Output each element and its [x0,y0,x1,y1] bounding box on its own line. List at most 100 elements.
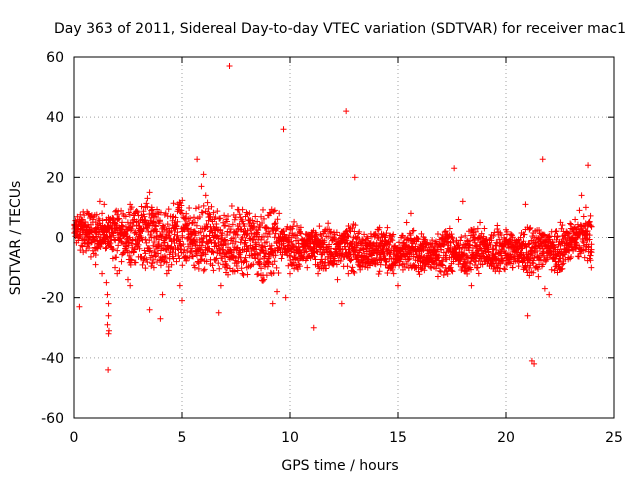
band-point [129,223,136,230]
data-point [122,243,129,250]
band-point [181,246,188,253]
data-point [287,270,293,277]
band-point [110,232,117,239]
band-point [448,267,455,274]
data-point [125,276,131,283]
band-point [488,237,495,244]
data-point [135,225,142,232]
band-point [175,252,182,259]
band-point [274,225,281,232]
band-point [534,253,541,260]
data-point [92,261,99,268]
band-point [479,261,486,268]
data-point [170,213,177,220]
data-point [325,243,332,250]
band-point [149,260,156,267]
data-point [148,204,155,211]
band-point [483,236,490,243]
band-point [205,217,212,224]
band-point [225,213,232,220]
band-point [259,220,266,226]
band-point [217,250,224,257]
band-point [464,259,471,266]
band-point [573,241,580,248]
data-point [588,264,595,271]
data-point [105,225,112,232]
data-point [157,315,164,322]
data-point [274,288,281,295]
data-point [209,216,216,223]
data-point [252,243,259,250]
data-point [153,228,160,235]
band-point [541,232,548,239]
data-point [485,246,492,253]
band-point [240,271,247,278]
band-point [498,231,505,238]
band-point [292,256,299,263]
data-point [490,255,497,262]
band-point [260,206,266,213]
band-point [180,241,187,248]
band-point [127,227,134,234]
band-point [159,222,166,229]
band-point [287,252,294,259]
band-point [472,228,479,235]
y-tick-label: 40 [46,110,64,126]
band-point [415,236,422,243]
band-point [496,268,503,275]
data-point [265,255,272,262]
band-point [449,235,456,242]
band-point [448,231,455,238]
band-point [433,238,440,245]
data-point [369,252,376,259]
band-point [567,220,574,227]
band-point [142,265,149,272]
band-point [177,246,184,253]
band-point [244,271,251,278]
band-point [526,265,533,272]
band-point [316,223,323,230]
band-point [114,211,121,218]
band-point [501,265,508,272]
data-point [481,225,488,232]
x-tick-label: 10 [281,430,299,446]
data-point [494,222,501,229]
band-point [144,259,151,266]
band-point [148,263,155,270]
data-point [291,249,298,256]
data-point [202,192,209,199]
band-point [553,228,560,235]
band-point [507,238,514,245]
band-point [139,237,146,244]
band-point [522,263,529,270]
band-point [462,232,469,239]
band-point [548,266,555,273]
x-tick-label: 0 [70,430,79,446]
band-point [257,224,264,231]
band-point [127,256,134,263]
band-point [200,235,207,242]
data-point [146,306,153,313]
band-point [449,268,456,275]
band-point [434,231,441,238]
band-point [284,223,291,230]
band-point [364,235,371,242]
data-point [81,222,88,229]
band-point [383,230,390,237]
band-point [189,245,196,252]
band-point [134,209,141,216]
band-point [586,218,593,225]
band-point [537,245,544,252]
band-point [254,251,261,258]
data-point [572,216,579,223]
band-point [327,230,334,237]
data-point [509,264,516,271]
band-point [291,218,298,225]
band-point [157,232,164,239]
data-point [395,282,401,289]
band-point [242,254,249,261]
band-point [209,248,216,255]
band-point [337,240,344,247]
band-point [477,234,484,241]
band-point [80,249,87,256]
